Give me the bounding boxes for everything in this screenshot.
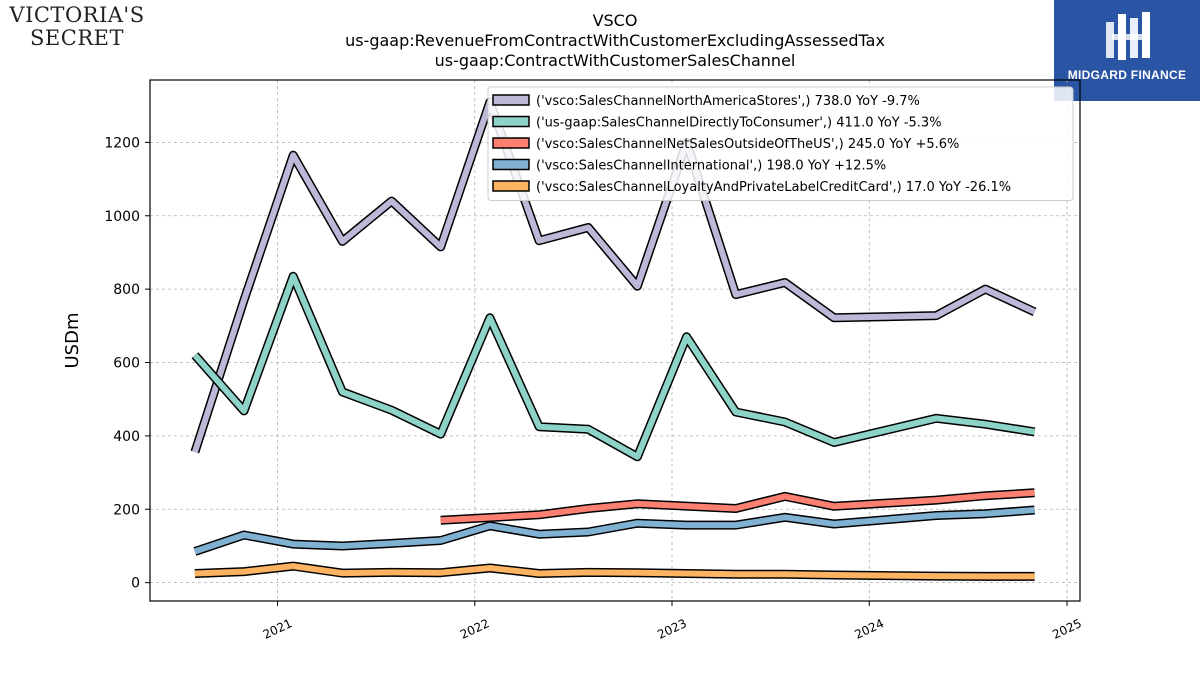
series-line-3: [193, 507, 1035, 555]
logo-line-2: SECRET: [30, 26, 124, 50]
plot-frame: [149, 79, 1081, 602]
chart-title: VSCO us-gaap:RevenueFromContractWithCust…: [300, 11, 930, 71]
series-line-2: [440, 489, 1035, 524]
y-tick-label: 200: [113, 502, 140, 518]
midgard-finance-logo: MIDGARD FINANCE: [1054, 0, 1200, 101]
legend-label-2: ('vsco:SalesChannelNetSalesOutsideOfTheU…: [536, 137, 959, 152]
series-line-outline-1: [191, 271, 1036, 462]
y-tick-label: 400: [113, 429, 140, 445]
legend-swatch-1: [492, 115, 530, 128]
legend-swatch-0: [492, 94, 530, 106]
y-tick-label: 600: [113, 356, 140, 372]
chart-title-line-1: VSCO: [592, 11, 638, 30]
x-tick-label: 2022: [458, 616, 492, 642]
legend-label-0: ('vsco:SalesChannelNorthAmericaStores',)…: [536, 94, 920, 109]
midgard-mark-icon: [1054, 8, 1200, 70]
legend-swatch-4: [492, 180, 530, 192]
legend-label-4: ('vsco:SalesChannelLoyaltyAndPrivateLabe…: [536, 180, 1011, 195]
chart-title-line-3: us-gaap:ContractWithCustomerSalesChannel: [434, 51, 796, 70]
legend-swatch-3: [492, 158, 530, 171]
y-tick-label: 800: [113, 282, 140, 298]
x-tick-label: 2025: [1050, 616, 1084, 642]
midgard-finance-name: MIDGARD FINANCE: [1067, 68, 1187, 82]
series-line-4: [194, 563, 1035, 580]
x-tick-label: 2021: [261, 616, 295, 642]
y-axis-label: USDm: [62, 313, 83, 369]
y-tick-label: 1200: [104, 135, 140, 151]
series-line-0: [192, 99, 1036, 453]
series-line-1: [192, 273, 1036, 460]
legend-label-1: ('us-gaap:SalesChannelDirectlyToConsumer…: [536, 116, 942, 131]
logo-line-1: VICTORIA'S: [9, 3, 145, 27]
x-tick-label: 2023: [655, 616, 689, 642]
legend-label-3: ('vsco:SalesChannelInternational',) 198.…: [536, 159, 886, 174]
chart-title-line-2: us-gaap:RevenueFromContractWithCustomerE…: [345, 31, 885, 50]
victorias-secret-logo: VICTORIA'S SECRET: [6, 4, 148, 56]
legend-swatch-2: [492, 137, 530, 149]
y-tick-label: 1000: [104, 209, 140, 225]
x-tick-label: 2024: [852, 616, 886, 642]
y-tick-label: 0: [131, 576, 140, 592]
legend: [487, 86, 1074, 201]
